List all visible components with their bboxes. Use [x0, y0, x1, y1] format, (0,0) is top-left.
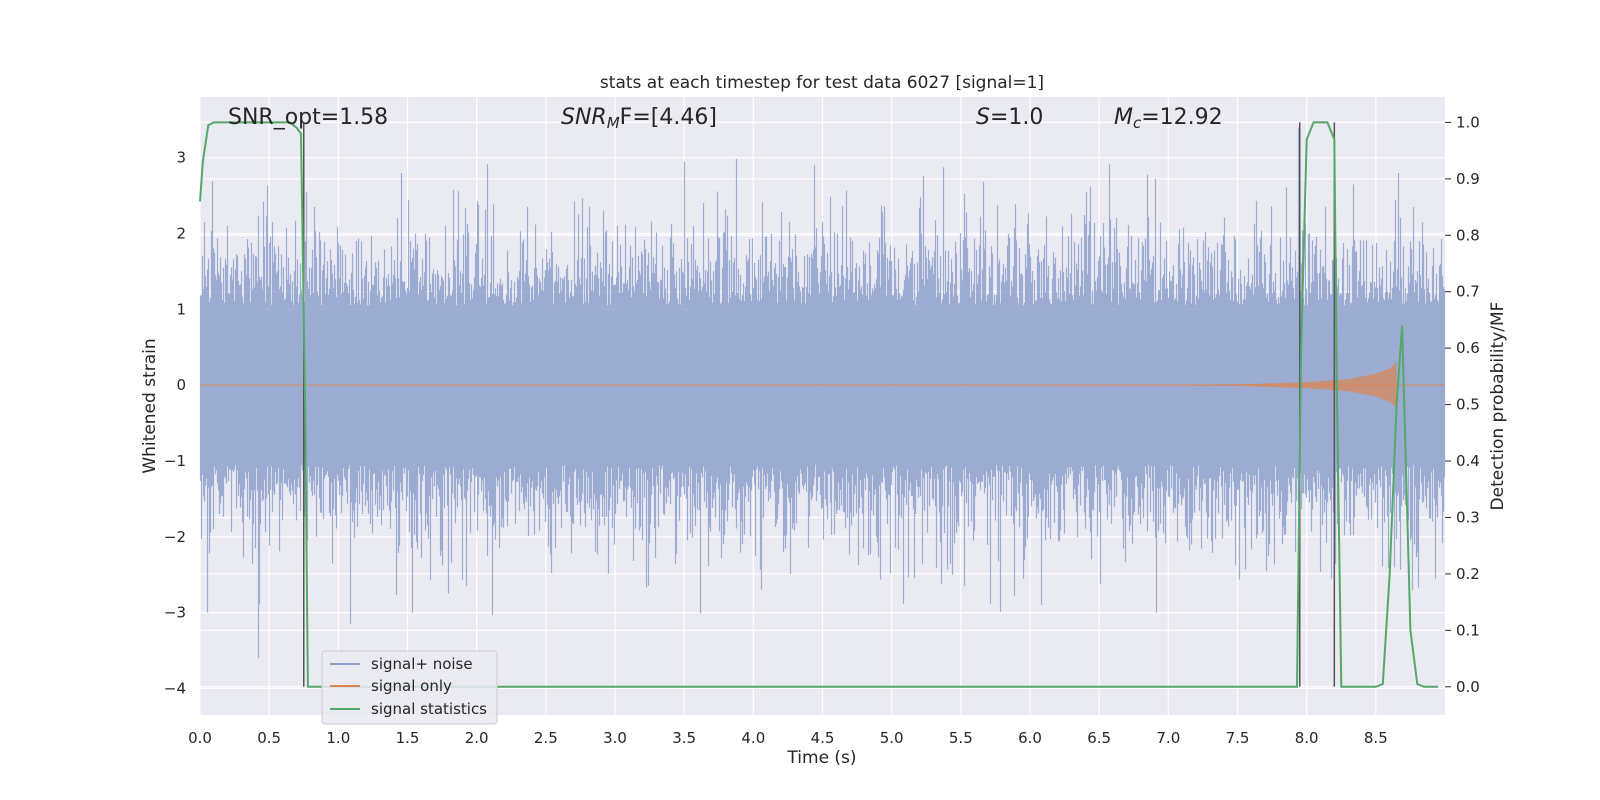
x-tick-label: 1.0: [326, 729, 350, 747]
y-right-tick-label: 0.8: [1456, 226, 1480, 244]
y-right-tick-label: 0.1: [1456, 621, 1480, 639]
y-right-tick-label: 0.7: [1456, 283, 1480, 301]
annotation-snr-mf-rest: F=[4.46]: [620, 105, 717, 130]
legend: signal+ noise signal only signal statist…: [321, 650, 498, 725]
x-tick-label: 4.5: [811, 729, 835, 747]
annotation-snr-mf: SNRMF=[4.46]: [561, 105, 717, 132]
y-tick-label: 0: [176, 376, 186, 394]
x-axis-ticks: 0.0 0.5 1.0 1.5 2.0 2.5 3.0 3.5 4.0 4.5 5.0 5.5 6.0 6…: [188, 729, 1388, 747]
x-tick-label: 3.5: [672, 729, 696, 747]
annotation-s: S=1.0: [976, 105, 1043, 130]
x-tick-label: 8.0: [1295, 729, 1319, 747]
x-tick-label: 8.5: [1364, 729, 1388, 747]
annotation-s-var: S: [976, 105, 990, 130]
signal-statistics-line: [199, 121, 1439, 688]
y-tick-label: −3: [164, 604, 186, 622]
noise-trace: [199, 127, 1446, 659]
series-signal-noise: [199, 127, 1446, 659]
x-tick-label: 0.0: [188, 729, 212, 747]
y-axis-right-label: Detection probability/MF: [1488, 302, 1508, 511]
series-signal-only: [200, 362, 1445, 408]
legend-label-signal-noise: signal+ noise: [371, 655, 473, 673]
legend-label-signal-statistics: signal statistics: [371, 700, 487, 718]
series-signal-statistics: [199, 121, 1439, 688]
x-tick-label: 6.5: [1087, 729, 1111, 747]
annotation-s-rest: =1.0: [990, 105, 1043, 130]
x-axis-label: Time (s): [786, 748, 856, 768]
x-tick-label: 0.5: [257, 729, 281, 747]
y-tick-label: 2: [176, 224, 186, 242]
y-tick-label: 1: [176, 300, 186, 318]
x-tick-label: 7.5: [1226, 729, 1250, 747]
x-tick-label: 7.0: [1156, 729, 1180, 747]
annotation-snr-mf-base: SNR: [561, 105, 607, 130]
annotation-mc-sub: c: [1133, 114, 1142, 132]
y-right-tick-label: 0.2: [1456, 565, 1480, 583]
x-tick-label: 1.5: [396, 729, 420, 747]
annotation-snr-opt: SNR_opt=1.58: [228, 105, 388, 130]
legend-box: [321, 650, 498, 725]
y-axis-right-ticks: 1.0 0.9 0.8 0.7 0.6 0.5 0.4 0.3 0.2 0.1 0.0: [1445, 113, 1480, 696]
annotation-mc-base: M: [1114, 105, 1133, 130]
x-tick-label: 2.0: [465, 729, 489, 747]
y-tick-label: 3: [176, 149, 186, 167]
y-right-tick-label: 1.0: [1456, 113, 1480, 131]
y-tick-label: −2: [164, 528, 186, 546]
x-tick-label: 2.5: [534, 729, 558, 747]
y-axis-label: Whitened strain: [140, 338, 160, 473]
y-right-tick-label: 0.3: [1456, 508, 1480, 526]
x-tick-label: 4.0: [741, 729, 765, 747]
annotation-mc-rest: =12.92: [1141, 105, 1222, 130]
y-tick-label: −4: [164, 679, 186, 697]
annotation-snr-mf-sub: M: [607, 114, 620, 132]
y-right-tick-label: 0.6: [1456, 339, 1480, 357]
x-tick-label: 6.0: [1018, 729, 1042, 747]
x-tick-label: 5.5: [949, 729, 973, 747]
chart-title: stats at each timestep for test data 602…: [600, 73, 1044, 93]
x-tick-label: 3.0: [603, 729, 627, 747]
annotation-mc: Mc=12.92: [1114, 105, 1223, 132]
y-right-tick-label: 0.0: [1456, 678, 1480, 696]
y-right-tick-label: 0.5: [1456, 396, 1480, 414]
y-axis-left-ticks: 3 2 1 0 −1 −2 −3 −4: [164, 149, 186, 698]
y-right-tick-label: 0.9: [1456, 170, 1480, 188]
y-tick-label: −1: [164, 452, 186, 470]
x-tick-label: 5.0: [880, 729, 904, 747]
y-right-tick-label: 0.4: [1456, 452, 1480, 470]
legend-label-signal-only: signal only: [371, 677, 452, 695]
